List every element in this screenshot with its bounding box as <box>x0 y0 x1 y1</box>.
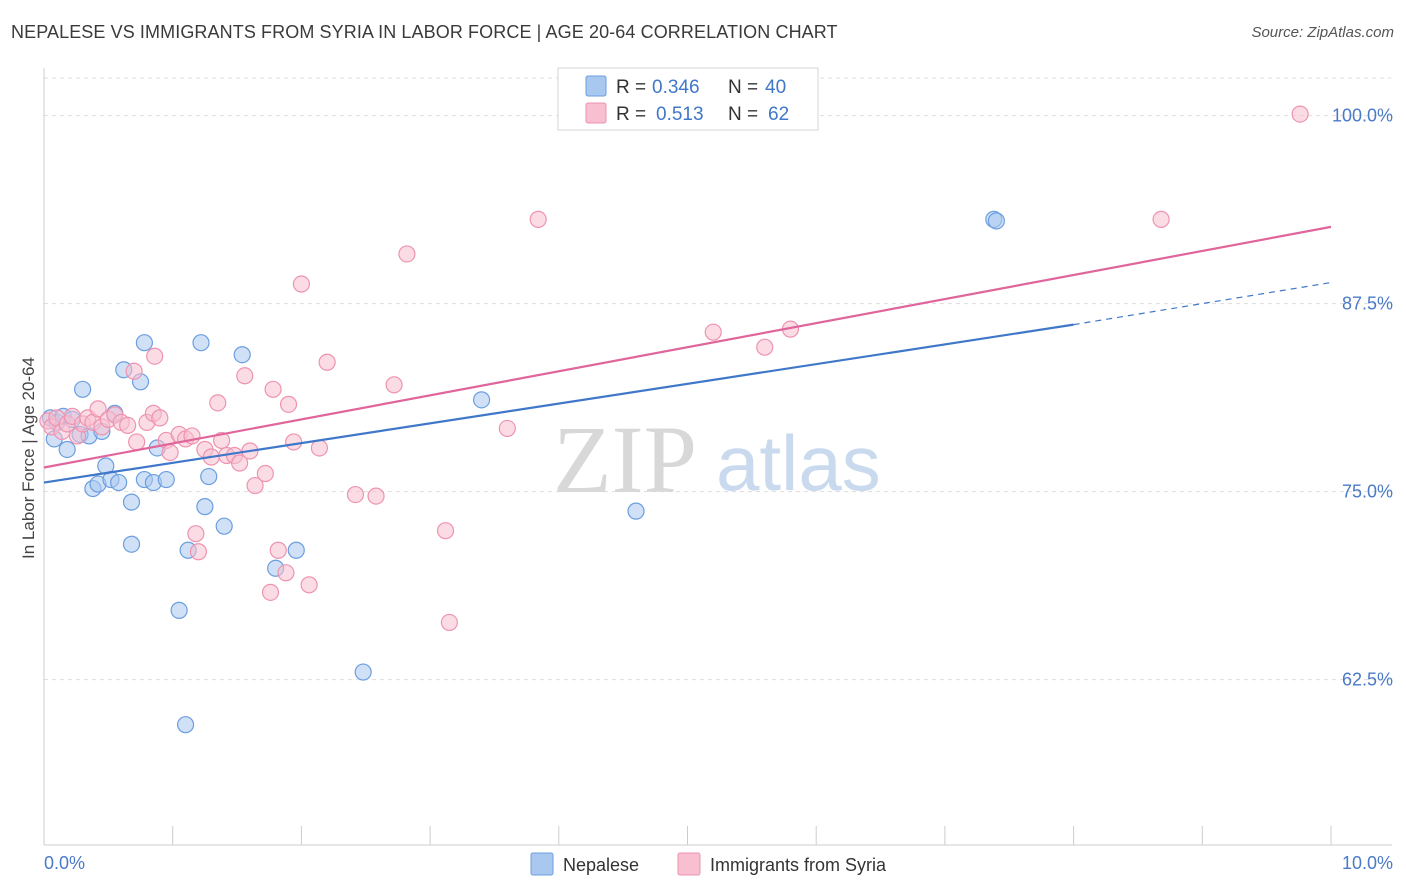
syria-point-54 <box>436 522 455 540</box>
legend-r-label: R = <box>616 104 646 125</box>
watermark-zip: ZIP <box>553 406 697 513</box>
legend-r-value-nepalese: 0.346 <box>652 77 700 98</box>
nepalese-points <box>41 210 1005 734</box>
syria-point-15 <box>119 416 137 435</box>
nepalese-point-7 <box>74 380 92 398</box>
syria-point-36 <box>236 367 254 385</box>
y-tick-labels: 62.5% 75.0% 87.5% 100.0% <box>1332 106 1393 690</box>
nepalese-point-36 <box>472 391 491 409</box>
legend-n-label: N = <box>728 77 758 98</box>
watermark: ZIP atlas <box>553 406 881 513</box>
syria-point-49 <box>318 353 336 371</box>
bottom-legend: Nepalese Immigrants from Syria <box>530 852 887 876</box>
legend-n-value-nepalese: 40 <box>765 77 786 98</box>
nepalese-point-35 <box>354 663 372 681</box>
syria-point-16 <box>125 362 143 380</box>
syria-point-21 <box>151 409 169 427</box>
syria-point-50 <box>346 485 365 504</box>
syria-point-48 <box>310 439 329 457</box>
syria-point-55 <box>440 613 459 632</box>
x-tick-label-1: 10.0% <box>1342 853 1393 873</box>
nepalese-point-28 <box>192 334 210 352</box>
nepalese-point-26 <box>176 716 195 734</box>
chart-title: NEPALESE VS IMMIGRANTS FROM SYRIA IN LAB… <box>11 22 838 42</box>
y-axis-label: In Labor Force | Age 20-64 <box>19 357 38 559</box>
syria-point-53 <box>398 245 416 263</box>
y-tick-label-1: 75.0% <box>1342 482 1393 502</box>
y-tick-label-0: 62.5% <box>1342 670 1393 690</box>
nepalese-point-24 <box>157 470 175 489</box>
syria-point-23 <box>161 443 179 462</box>
syria-point-17 <box>128 433 146 451</box>
nepalese-point-29 <box>196 498 214 516</box>
nepalese-point-4 <box>58 440 76 459</box>
legend-n-value-syria: 62 <box>768 104 789 125</box>
syria-point-42 <box>269 541 287 559</box>
legend-r-label: R = <box>616 77 646 98</box>
syria-point-58 <box>704 323 722 341</box>
syria-point-44 <box>279 395 298 413</box>
nepalese-point-32 <box>233 346 251 364</box>
axes <box>43 68 1392 846</box>
syria-point-38 <box>246 476 264 495</box>
syria-point-61 <box>1152 210 1170 228</box>
bottom-legend-swatch-nepalese <box>530 852 554 876</box>
legend-swatch-nepalese <box>585 75 607 97</box>
trend-lines <box>43 225 1332 484</box>
syria-point-39 <box>256 464 274 483</box>
y-tick-label-3: 100.0% <box>1332 106 1393 126</box>
syria-point-43 <box>277 564 295 582</box>
syria-point-28 <box>189 543 208 561</box>
syria-point-52 <box>385 376 403 394</box>
watermark-atlas: atlas <box>716 419 881 507</box>
syria-point-32 <box>213 431 231 450</box>
syria-point-41 <box>264 380 282 398</box>
nepalese-point-34 <box>287 541 305 559</box>
syria-trend-line <box>43 225 1332 469</box>
nepalese-point-37 <box>627 502 645 520</box>
legend-n-label: N = <box>728 104 758 125</box>
syria-point-27 <box>187 525 205 543</box>
nepalese-point-14 <box>110 473 128 492</box>
syria-point-40 <box>261 583 280 601</box>
nepalese-point-25 <box>170 601 188 619</box>
syria-point-46 <box>292 275 310 293</box>
syria-point-45 <box>285 433 303 451</box>
x-tick-label-0: 0.0% <box>44 853 85 873</box>
top-legend: R = 0.346 N = 40 R = 0.513 N = 62 <box>557 67 819 131</box>
syria-point-62 <box>1291 105 1309 123</box>
syria-point-20 <box>146 347 164 365</box>
source-credit: Source: ZipAtlas.com <box>1251 24 1394 41</box>
legend-swatch-syria <box>585 102 607 124</box>
syria-points <box>39 105 1309 632</box>
bottom-legend-label-nepalese: Nepalese <box>563 855 639 875</box>
syria-point-31 <box>209 394 227 412</box>
nepalese-trend-line <box>43 323 1074 484</box>
syria-point-35 <box>231 454 249 472</box>
nepalese-point-17 <box>122 493 141 511</box>
nepalese-point-21 <box>135 334 153 352</box>
nepalese-point-39 <box>987 212 1005 230</box>
syria-point-10 <box>89 400 107 418</box>
bottom-legend-label-syria: Immigrants from Syria <box>710 855 887 875</box>
syria-point-59 <box>756 338 774 356</box>
y-tick-label-2: 87.5% <box>1342 294 1393 314</box>
syria-point-47 <box>300 576 318 594</box>
nepalese-point-31 <box>215 517 233 535</box>
bottom-legend-swatch-syria <box>677 852 701 876</box>
x-tick-labels: 0.0% 10.0% <box>44 853 1393 873</box>
nepalese-point-30 <box>200 467 218 486</box>
legend-r-value-syria: 0.513 <box>656 104 704 125</box>
syria-point-51 <box>367 487 385 505</box>
syria-point-56 <box>498 419 516 438</box>
nepalese-point-18 <box>122 535 141 553</box>
syria-point-57 <box>529 210 547 228</box>
